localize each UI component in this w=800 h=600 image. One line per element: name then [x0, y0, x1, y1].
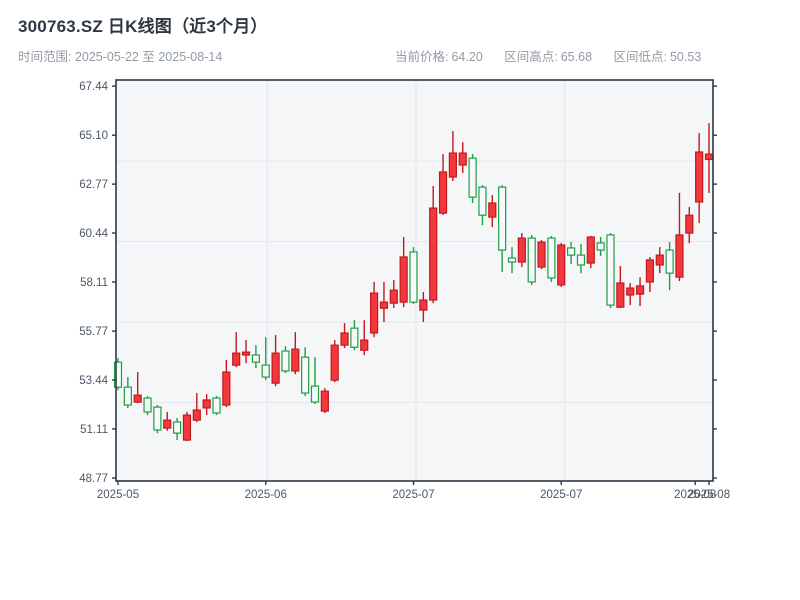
- x-tick-label: 2025-08: [688, 489, 730, 501]
- y-tick-label: 48.77: [79, 473, 108, 485]
- x-tick-label: 2025-07: [392, 489, 434, 501]
- candle-body: [655, 254, 664, 266]
- current-price-value: 64.20: [451, 50, 483, 64]
- candle-body: [557, 244, 566, 286]
- candle-body: [695, 151, 704, 203]
- candle-body: [379, 301, 389, 309]
- candle-body: [202, 399, 211, 409]
- stats-row: 当前价格: 64.20 区间高点: 65.68 区间低点: 50.53: [395, 46, 719, 65]
- candle-body: [626, 287, 635, 296]
- candle-body: [566, 247, 576, 256]
- candle-body: [192, 409, 201, 421]
- candle-body: [438, 171, 448, 214]
- x-tick-label: 2025-07: [540, 489, 582, 501]
- candle-body: [340, 332, 349, 346]
- candle-body: [399, 256, 408, 303]
- candle-body: [665, 249, 674, 274]
- candle-body: [419, 299, 428, 311]
- page-title: 300763.SZ 日K线图（近3个月）: [18, 17, 268, 36]
- candle-body: [596, 242, 605, 251]
- candle-body: [606, 234, 615, 306]
- candle-body: [291, 348, 300, 372]
- candle-body: [360, 339, 369, 351]
- x-tick-label: 2025-08: [674, 489, 716, 501]
- candle-body: [143, 397, 152, 413]
- range-high-value: 65.68: [560, 50, 593, 64]
- candle-body: [241, 351, 251, 356]
- candle-body: [212, 397, 221, 414]
- candle-body: [271, 352, 280, 384]
- candle-body: [409, 251, 418, 303]
- candle-body: [429, 207, 438, 301]
- date-range-label: 时间范围: 2025-05-22 至 2025-08-14: [18, 50, 223, 64]
- candle-body: [320, 390, 329, 412]
- candle-body: [370, 292, 379, 334]
- candle-body: [468, 157, 477, 198]
- candle-body: [251, 354, 260, 363]
- plot-border: [115, 79, 714, 482]
- x-tick-label: 2025-06: [245, 489, 287, 501]
- y-tick-label: 67.44: [79, 81, 108, 93]
- candle-body: [537, 241, 546, 268]
- range-low-stat: 区间低点: 50.53: [614, 50, 702, 64]
- range-low-value: 50.53: [669, 50, 702, 64]
- candle-body: [645, 259, 655, 283]
- candle-body: [182, 414, 192, 441]
- y-tick-label: 58.11: [80, 277, 108, 289]
- candle-body: [389, 289, 398, 304]
- y-tick-label: 62.77: [79, 179, 108, 191]
- current-price-stat: 当前价格: 64.20: [395, 50, 483, 64]
- candle-body: [281, 350, 290, 372]
- y-tick-label: 51.11: [80, 424, 108, 436]
- candle-body: [547, 237, 556, 279]
- candle-body: [123, 386, 132, 406]
- candle-body: [350, 327, 359, 348]
- candle-body: [133, 394, 142, 403]
- candle-body: [153, 406, 162, 431]
- candle-body: [685, 214, 694, 234]
- candle-body: [704, 153, 714, 160]
- y-tick-label: 65.10: [79, 130, 108, 142]
- candle-body: [507, 257, 517, 263]
- candle-body: [222, 371, 231, 406]
- candle-body: [458, 152, 467, 166]
- x-tick-label: 2025-05: [97, 489, 139, 501]
- chart-header: 300763.SZ 日K线图（近3个月）: [18, 12, 268, 37]
- candle-body: [163, 419, 172, 429]
- candle-body: [576, 254, 586, 266]
- candle-body: [488, 202, 497, 218]
- candle-body: [635, 285, 645, 295]
- candle-body: [113, 361, 123, 388]
- candle-body: [301, 356, 310, 394]
- y-tick-label: 60.44: [79, 228, 108, 240]
- current-price-label: 当前价格:: [395, 50, 449, 64]
- candle-body: [527, 237, 536, 283]
- candle-body: [586, 236, 595, 264]
- chart-subheader: 时间范围: 2025-05-22 至 2025-08-14 当前价格: 64.20…: [18, 46, 782, 65]
- candle-body: [616, 282, 625, 308]
- candle-body: [310, 385, 320, 403]
- candle-body: [675, 234, 684, 278]
- y-tick-label: 55.77: [79, 326, 108, 338]
- range-high-label: 区间高点:: [504, 50, 558, 64]
- range-high-stat: 区间高点: 65.68: [504, 50, 592, 64]
- candle-body: [478, 186, 487, 216]
- candle-body: [517, 237, 526, 263]
- candle-body: [498, 186, 507, 251]
- candle-body: [232, 352, 241, 366]
- range-low-label: 区间低点:: [613, 50, 667, 64]
- y-tick-label: 53.44: [79, 375, 108, 387]
- candle-body: [173, 421, 182, 434]
- candle-body: [448, 152, 457, 178]
- candle-body: [261, 364, 270, 378]
- candle-body: [330, 344, 339, 381]
